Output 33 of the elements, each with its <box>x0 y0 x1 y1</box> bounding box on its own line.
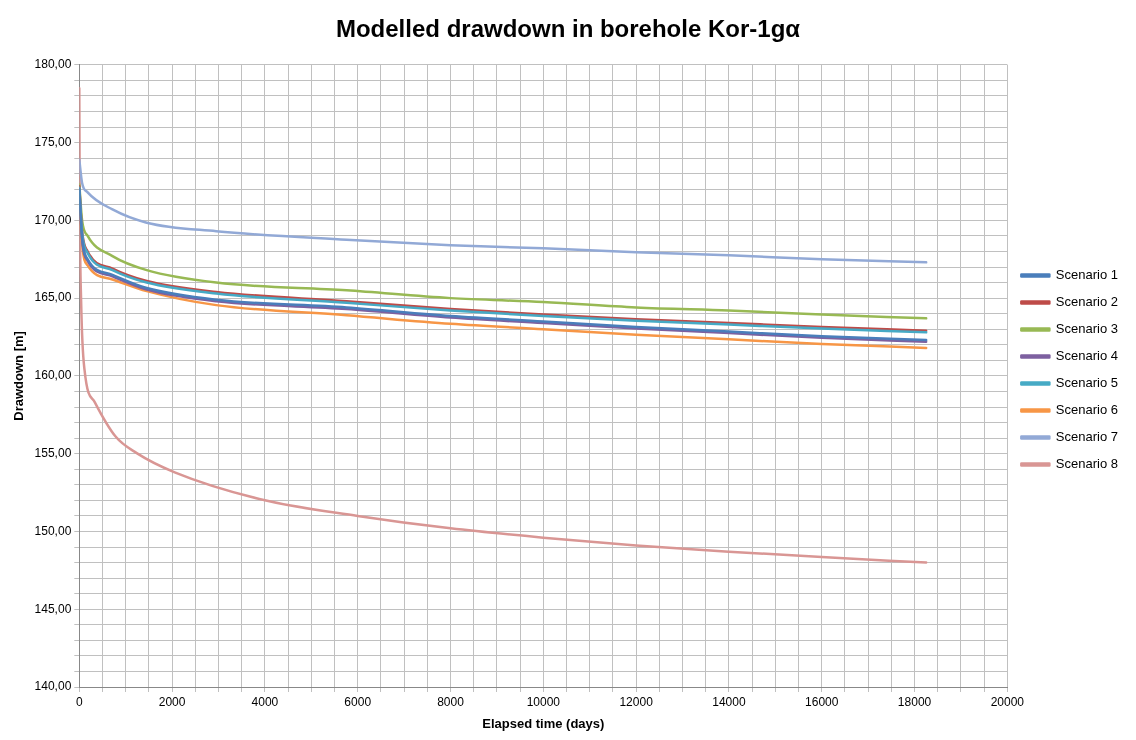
x-tick-label: 16000 <box>805 694 839 709</box>
legend-label: Scenario 8 <box>1055 456 1119 472</box>
x-tick-label: 18000 <box>897 694 932 709</box>
y-tick-label: 155,00 <box>34 445 72 460</box>
x-axis-title: Elapsed time (days) <box>482 715 605 731</box>
legend-label: Scenario 7 <box>1055 429 1119 445</box>
x-tick-label: 20000 <box>990 694 1025 709</box>
chart-title: Modelled drawdown in borehole Kor-1gα <box>335 15 801 43</box>
line-series <box>79 86 928 564</box>
y-tick-label: 170,00 <box>34 212 72 227</box>
y-tick-label: 160,00 <box>34 368 72 383</box>
legend-label: Scenario 2 <box>1055 294 1119 310</box>
x-tick-label: 6000 <box>344 694 372 709</box>
x-tick-label: 8000 <box>437 694 465 709</box>
y-tick-label: 150,00 <box>34 523 72 538</box>
x-tick-label: 2000 <box>158 694 186 709</box>
line-series <box>79 158 928 264</box>
x-tick-label: 4000 <box>251 694 279 709</box>
y-axis-title: Drawdown [m] <box>11 331 27 421</box>
y-tick-label: 145,00 <box>34 601 72 616</box>
y-tick-label: 165,00 <box>34 290 72 305</box>
x-tick-label: 0 <box>75 694 83 709</box>
legend-label: Scenario 6 <box>1055 402 1119 418</box>
y-tick-label: 180,00 <box>34 57 72 72</box>
legend-label: Scenario 4 <box>1055 348 1119 364</box>
x-tick-label: 12000 <box>619 694 654 709</box>
legend-label: Scenario 5 <box>1055 375 1119 391</box>
y-tick-label: 175,00 <box>34 134 72 149</box>
x-tick-label: 14000 <box>712 694 746 709</box>
y-tick-label: 140,00 <box>34 679 72 694</box>
x-tick-label: 10000 <box>526 694 561 709</box>
legend-label: Scenario 1 <box>1055 267 1119 283</box>
legend-label: Scenario 3 <box>1055 321 1119 337</box>
